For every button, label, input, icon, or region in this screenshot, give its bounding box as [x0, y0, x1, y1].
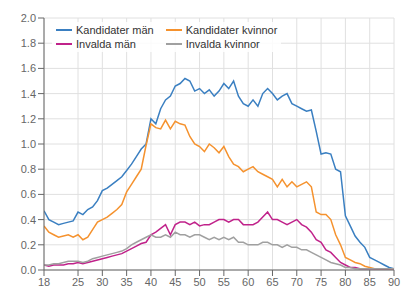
html-text:Invalda kvinnor: Invalda kvinnor: [185, 38, 260, 50]
svg-text:2.0: 2.0: [21, 12, 36, 24]
svg-text:1.6: 1.6: [21, 62, 36, 74]
svg-text:75: 75: [315, 276, 327, 288]
svg-text:55: 55: [218, 276, 230, 288]
svg-text:1.4: 1.4: [21, 88, 36, 100]
svg-text:65: 65: [266, 276, 278, 288]
svg-text:0.6: 0.6: [21, 188, 36, 200]
svg-text:0.8: 0.8: [21, 163, 36, 175]
html-text:Kandidater kvinnor: Kandidater kvinnor: [185, 24, 278, 36]
svg-text:90: 90: [388, 276, 400, 288]
svg-text:0.4: 0.4: [21, 214, 36, 226]
svg-text:1.0: 1.0: [21, 138, 36, 150]
svg-text:18: 18: [38, 276, 50, 288]
svg-text:1.8: 1.8: [21, 37, 36, 49]
svg-text:70: 70: [291, 276, 303, 288]
html-text:Kandidater män: Kandidater män: [76, 24, 154, 36]
svg-text:80: 80: [339, 276, 351, 288]
svg-text:50: 50: [193, 276, 205, 288]
svg-text:30: 30: [96, 276, 108, 288]
html-text:Invalda män: Invalda män: [76, 38, 136, 50]
svg-text:60: 60: [242, 276, 254, 288]
svg-text:45: 45: [169, 276, 181, 288]
svg-text:85: 85: [364, 276, 376, 288]
svg-text:25: 25: [72, 276, 84, 288]
svg-text:35: 35: [121, 276, 133, 288]
svg-text:40: 40: [145, 276, 157, 288]
svg-text:1.2: 1.2: [21, 113, 36, 125]
svg-text:0.0: 0.0: [21, 264, 36, 276]
svg-text:0.2: 0.2: [21, 239, 36, 251]
